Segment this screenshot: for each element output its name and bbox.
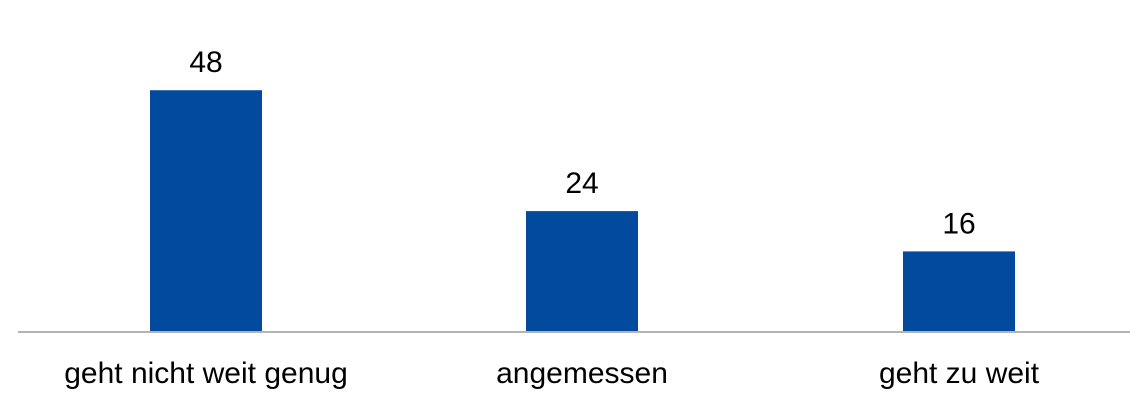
value-labels-layer: 48 24 16 [189, 46, 975, 240]
category-labels-layer: geht nicht weit genug angemessen geht zu w… [64, 357, 1039, 390]
bar [903, 251, 1015, 332]
category-label: angemessen [496, 357, 668, 390]
category-label: geht nicht weit genug [64, 357, 348, 390]
bar [526, 211, 638, 332]
category-label: geht zu weit [879, 357, 1040, 390]
bars-layer [150, 90, 1015, 332]
bar-value-label: 48 [189, 46, 222, 79]
bar [150, 90, 262, 332]
bar-value-label: 24 [565, 167, 598, 200]
bar-value-label: 16 [942, 207, 975, 240]
